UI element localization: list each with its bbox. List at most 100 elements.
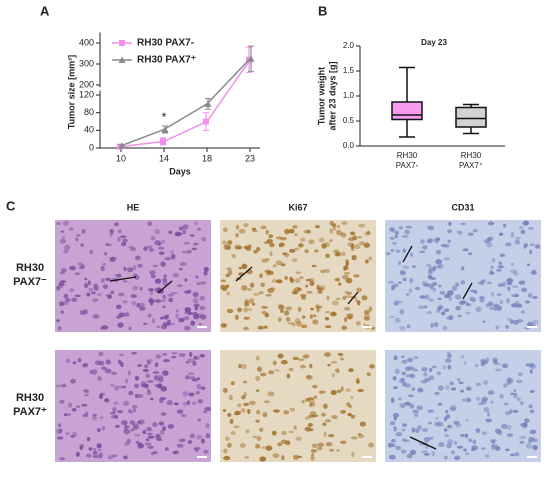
cell-nucleus <box>88 287 94 292</box>
cell-nucleus <box>346 291 352 296</box>
legend-marker <box>118 56 126 63</box>
cell-nucleus <box>338 353 344 357</box>
cell-nucleus <box>426 238 433 244</box>
cell-nucleus <box>475 396 481 402</box>
cell-nucleus <box>419 295 426 299</box>
cell-nucleus <box>152 422 158 428</box>
legend-marker <box>119 40 125 46</box>
cell-nucleus <box>305 374 312 379</box>
cell-nucleus <box>468 438 473 443</box>
cell-nucleus <box>308 398 315 404</box>
x-tick-label: 10 <box>116 153 126 163</box>
cell-nucleus <box>331 311 336 315</box>
cell-nucleus <box>412 265 416 269</box>
cell-nucleus <box>181 229 187 235</box>
cell-nucleus <box>456 445 464 449</box>
cell-nucleus <box>401 438 408 442</box>
cell-nucleus <box>421 428 429 432</box>
cell-nucleus <box>202 410 208 414</box>
cell-nucleus <box>426 311 433 315</box>
image-background <box>55 220 211 332</box>
cell-nucleus <box>230 381 235 386</box>
cell-nucleus <box>192 242 199 246</box>
cell-nucleus <box>153 451 159 455</box>
cell-nucleus <box>200 386 206 390</box>
cell-nucleus <box>507 285 511 292</box>
cell-nucleus <box>305 278 312 282</box>
cell-nucleus <box>295 436 302 441</box>
cell-nucleus <box>159 396 167 401</box>
cell-nucleus <box>118 292 125 297</box>
cell-nucleus <box>123 312 130 317</box>
cell-nucleus <box>132 265 137 271</box>
cell-nucleus <box>456 378 461 381</box>
cell-nucleus <box>446 290 454 296</box>
cell-nucleus <box>55 319 61 323</box>
cell-nucleus <box>154 299 162 303</box>
cell-nucleus <box>322 422 327 427</box>
cell-nucleus <box>260 225 267 230</box>
cell-nucleus <box>284 275 288 280</box>
cell-nucleus <box>178 317 185 323</box>
cell-nucleus <box>171 322 175 326</box>
cell-nucleus <box>447 424 451 428</box>
cell-nucleus <box>506 277 514 284</box>
cell-nucleus <box>444 455 448 460</box>
cell-nucleus <box>334 277 341 282</box>
cell-nucleus <box>319 285 326 291</box>
cell-nucleus <box>253 249 258 254</box>
cell-nucleus <box>283 310 290 316</box>
cell-nucleus <box>96 293 102 296</box>
cell-nucleus <box>455 282 460 287</box>
cell-nucleus <box>123 428 131 435</box>
cell-nucleus <box>312 314 317 318</box>
cell-nucleus <box>387 442 394 448</box>
cell-nucleus <box>117 385 125 389</box>
cell-nucleus <box>445 316 451 320</box>
cell-nucleus <box>510 262 515 266</box>
cell-nucleus <box>63 249 69 254</box>
cell-nucleus <box>341 274 349 280</box>
cell-nucleus <box>227 442 232 448</box>
micrograph <box>385 350 541 462</box>
cell-nucleus <box>78 265 85 270</box>
cell-nucleus <box>72 431 77 438</box>
cell-nucleus <box>389 227 395 232</box>
cell-nucleus <box>199 305 206 311</box>
cell-nucleus <box>493 359 498 365</box>
cell-nucleus <box>406 453 413 459</box>
cell-nucleus <box>307 422 314 427</box>
cell-nucleus <box>130 428 135 432</box>
cell-nucleus <box>414 413 419 417</box>
cell-nucleus <box>501 363 509 369</box>
cell-nucleus <box>285 306 293 311</box>
cell-nucleus <box>175 232 183 237</box>
cell-nucleus <box>521 422 528 429</box>
cell-nucleus <box>323 431 327 438</box>
cell-nucleus <box>194 306 199 311</box>
cell-nucleus <box>309 363 313 369</box>
cell-nucleus <box>128 326 132 331</box>
cell-nucleus <box>435 417 439 420</box>
cell-nucleus <box>92 314 100 319</box>
cell-nucleus <box>147 245 153 249</box>
cell-nucleus <box>196 384 202 390</box>
cell-nucleus <box>454 441 458 446</box>
cell-nucleus <box>401 371 406 376</box>
cell-nucleus <box>122 300 128 304</box>
cell-nucleus <box>255 246 261 252</box>
cell-nucleus <box>456 230 462 234</box>
cell-nucleus <box>262 411 268 418</box>
cell-nucleus <box>432 266 436 272</box>
cell-nucleus <box>123 266 127 271</box>
cell-nucleus <box>242 380 248 384</box>
cell-nucleus <box>371 326 375 331</box>
cell-nucleus <box>230 431 236 436</box>
cell-nucleus <box>203 271 208 276</box>
cell-nucleus <box>412 409 419 414</box>
cell-nucleus <box>321 243 327 249</box>
cell-nucleus <box>310 448 317 453</box>
panel-letter: A <box>40 3 50 18</box>
cell-nucleus <box>392 229 396 233</box>
cell-nucleus <box>150 300 154 306</box>
